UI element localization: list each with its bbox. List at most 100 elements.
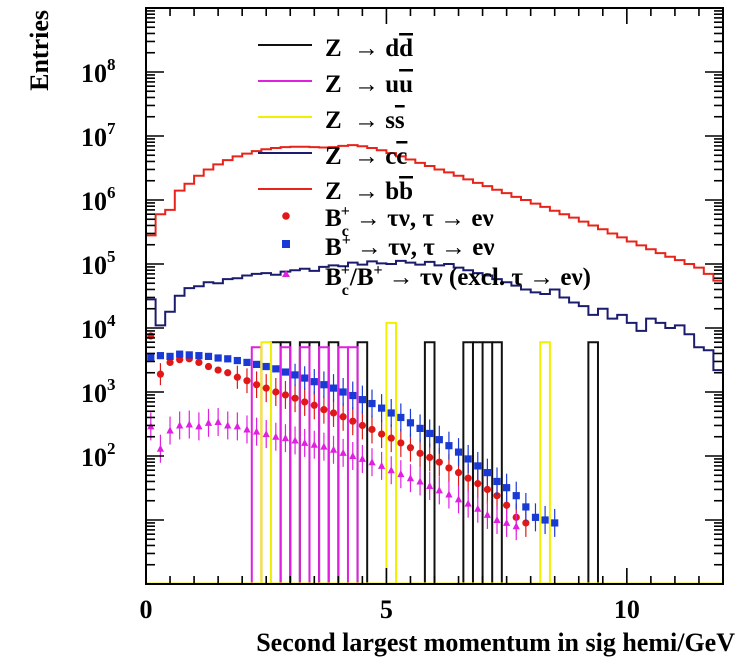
point-tau	[195, 422, 203, 430]
y-tick-label: 102	[81, 439, 116, 472]
legend-label-zuu: Z → uu	[325, 71, 413, 98]
point-bplus	[445, 442, 453, 450]
point-bc	[204, 362, 213, 371]
legend-swatch-bplus	[282, 240, 290, 248]
point-tau	[233, 422, 241, 430]
legend-swatch-bc	[282, 212, 290, 220]
point-tau	[262, 430, 270, 438]
point-tau	[291, 436, 299, 444]
point-bplus	[233, 356, 241, 365]
point-bplus	[541, 516, 549, 524]
point-bplus	[176, 350, 184, 358]
point-bplus	[329, 384, 338, 392]
y-axis-label: Entries	[25, 10, 54, 91]
point-bplus	[435, 436, 443, 444]
point-bc	[397, 439, 405, 447]
point-bc	[406, 444, 415, 452]
point-bc	[416, 449, 424, 457]
point-tau	[204, 418, 213, 426]
point-bplus	[252, 360, 261, 368]
point-bc	[301, 398, 309, 406]
point-tau	[214, 417, 222, 425]
legend-label-zcc: Z → cc	[325, 143, 407, 170]
point-tau	[445, 490, 453, 498]
hist-bin-zuu	[347, 346, 359, 584]
legend-label-zdd: Z → dd	[325, 35, 413, 62]
x-axis-label: Second largest momentum in sig hemi/GeV	[256, 628, 735, 657]
point-bplus	[195, 352, 203, 360]
point-bc	[474, 480, 482, 488]
point-bplus	[406, 419, 415, 427]
point-bplus	[474, 462, 482, 470]
point-bplus	[503, 484, 511, 492]
point-bplus	[272, 365, 280, 373]
axis-ticks: 0 5 10 102 103 104 105 106 107 108	[81, 8, 724, 624]
point-bc	[387, 434, 395, 442]
point-bplus	[147, 353, 155, 361]
point-bplus	[493, 477, 501, 486]
point-bplus	[551, 519, 559, 527]
point-tau	[243, 425, 251, 433]
point-tau	[281, 434, 290, 442]
hist-bin-zdd	[587, 341, 599, 584]
point-bc	[522, 519, 530, 527]
point-tau	[320, 442, 328, 450]
point-tau	[378, 461, 386, 469]
point-tau	[406, 474, 415, 482]
point-bplus	[522, 503, 530, 511]
legend-label-tau: Bc+/B+ → τν (excl. τ → eν)	[325, 262, 591, 299]
hist-bin-zdd	[492, 341, 503, 584]
legend-label-zss: Z → ss	[325, 107, 405, 134]
point-tau	[512, 522, 520, 530]
point-bplus	[214, 354, 222, 362]
hist-bin-zss	[260, 341, 273, 584]
point-bc	[310, 401, 318, 409]
point-bc	[503, 501, 511, 509]
y-tick-label: 108	[81, 55, 116, 88]
point-bc	[358, 421, 366, 430]
point-tau	[339, 448, 347, 456]
point-bc	[195, 358, 203, 367]
y-tick-label: 104	[81, 311, 116, 344]
markers-layer	[147, 332, 559, 541]
point-tau	[464, 499, 472, 507]
hist-line-zcc	[146, 259, 723, 372]
point-bplus	[378, 404, 386, 412]
point-tau	[483, 510, 491, 518]
x-tick-label: 10	[614, 595, 640, 624]
point-bplus	[185, 351, 193, 359]
y-tick-label: 103	[81, 375, 116, 408]
legend-label-zbb: Z → bb	[325, 178, 413, 205]
point-bplus	[204, 352, 213, 360]
point-bplus	[464, 455, 472, 463]
point-bplus	[358, 396, 366, 404]
point-bplus	[368, 399, 376, 408]
hist-bin-zss	[539, 341, 551, 584]
point-tau	[224, 421, 232, 429]
point-bc	[291, 394, 299, 402]
point-bplus	[416, 424, 424, 432]
x-tick-label: 0	[140, 595, 153, 624]
point-bplus	[291, 371, 299, 379]
point-bc	[445, 464, 453, 472]
point-bplus	[387, 409, 395, 417]
hist-bin-zss	[385, 321, 398, 584]
point-bplus	[224, 355, 232, 363]
point-bc	[252, 381, 261, 389]
point-tau	[435, 486, 443, 494]
point-tau	[474, 504, 482, 512]
point-tau	[349, 452, 357, 459]
point-tau	[185, 420, 193, 428]
point-bc	[243, 377, 251, 385]
point-bc	[426, 453, 434, 462]
point-bplus	[301, 374, 309, 382]
point-bc	[156, 370, 165, 378]
point-bplus	[531, 513, 540, 521]
hist-bin-zdd	[423, 341, 436, 584]
x-tick-label: 5	[380, 595, 393, 624]
point-tau	[176, 421, 184, 429]
point-tau	[416, 477, 424, 485]
point-tau	[252, 427, 261, 435]
point-bplus	[243, 358, 251, 367]
